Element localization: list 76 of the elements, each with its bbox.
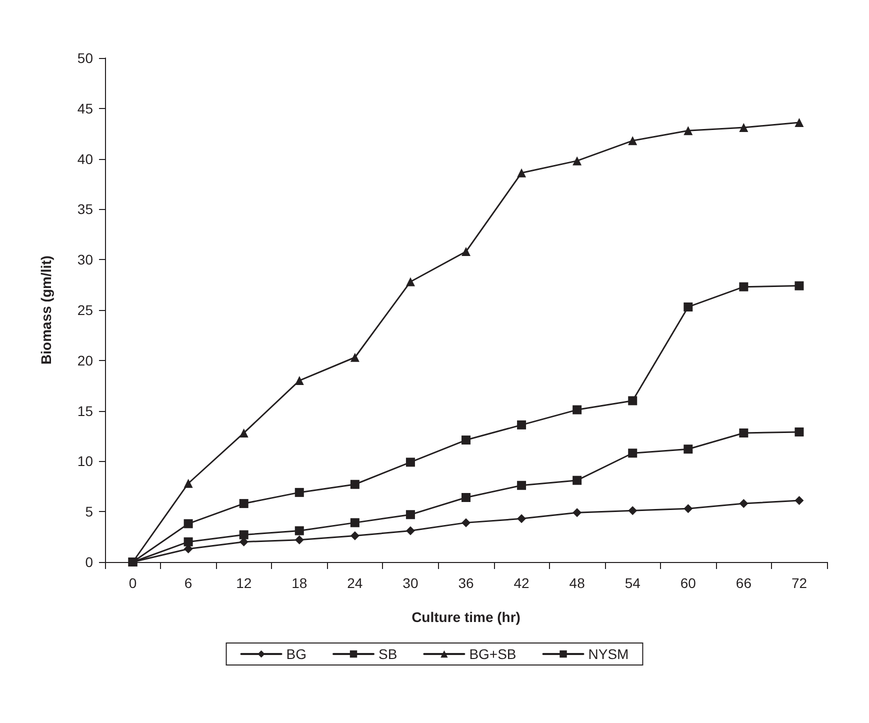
point: [406, 277, 415, 286]
x-tick-label: 24: [347, 575, 363, 591]
y-tick-label: 0: [85, 554, 94, 570]
point: [794, 427, 804, 436]
x-tick-label: 0: [128, 575, 137, 591]
point: [350, 518, 360, 528]
point: [684, 504, 693, 514]
point: [239, 499, 248, 508]
point: [684, 444, 693, 454]
point: [239, 530, 248, 540]
point: [462, 518, 470, 528]
point: [462, 247, 470, 256]
point: [628, 136, 638, 146]
point: [294, 526, 304, 536]
point: [628, 448, 638, 458]
x-tick-label: 54: [624, 575, 641, 591]
point: [739, 428, 748, 438]
x-tick-label: 42: [514, 575, 530, 591]
y-tick-label: 45: [77, 100, 94, 116]
point: [294, 376, 304, 386]
point: [184, 478, 193, 488]
point: [462, 436, 470, 445]
point: [794, 118, 804, 128]
point: [184, 519, 193, 528]
point: [572, 508, 582, 518]
legend-label: BG+SB: [469, 646, 516, 662]
point: [628, 506, 638, 516]
x-tick-label: 18: [292, 575, 308, 591]
point: [794, 281, 804, 290]
y-tick-label: 35: [77, 201, 94, 218]
point: [294, 488, 304, 497]
y-tick-label: 25: [77, 302, 94, 318]
point: [572, 405, 582, 414]
point: [739, 282, 748, 292]
point: [572, 476, 582, 485]
y-tick-label: 10: [77, 453, 94, 470]
point: [517, 420, 526, 430]
point: [517, 168, 526, 178]
point: [517, 480, 526, 490]
y-tick-label: 50: [77, 50, 94, 66]
point: [294, 535, 304, 544]
point: [684, 302, 693, 312]
x-tick-label: 72: [791, 575, 808, 591]
x-tick-label: 36: [458, 575, 474, 591]
point: [184, 537, 193, 546]
y-tick-label: 30: [77, 252, 94, 268]
y-axis-title: Biomass (gm/lit): [38, 256, 54, 364]
y-tick-label: 5: [85, 504, 94, 520]
y-tick-label: 40: [77, 150, 94, 167]
legend-label: SB: [378, 646, 398, 662]
point: [406, 526, 415, 536]
point: [406, 510, 415, 520]
y-tick-label: 15: [77, 402, 94, 419]
point: [572, 156, 582, 166]
x-tick-label: 48: [569, 575, 586, 591]
legend-label: NYSM: [588, 646, 629, 662]
x-axis-title: Culture time (hr): [412, 609, 520, 625]
point: [684, 126, 693, 136]
point: [350, 352, 360, 362]
point: [406, 458, 415, 467]
point: [350, 480, 360, 489]
legend-label: BG: [286, 646, 307, 662]
point: [517, 514, 526, 524]
y-tick-label: 20: [77, 352, 94, 368]
x-tick-label: 12: [236, 575, 252, 591]
point: [628, 396, 638, 406]
point: [239, 428, 248, 438]
point: [739, 499, 748, 508]
point: [739, 123, 748, 132]
point: [794, 496, 804, 506]
x-tick-label: 30: [402, 575, 418, 591]
x-tick-label: 66: [736, 575, 752, 591]
x-tick-label: 60: [680, 575, 696, 591]
x-tick-label: 6: [184, 575, 192, 591]
point: [350, 531, 360, 540]
point: [462, 492, 470, 502]
